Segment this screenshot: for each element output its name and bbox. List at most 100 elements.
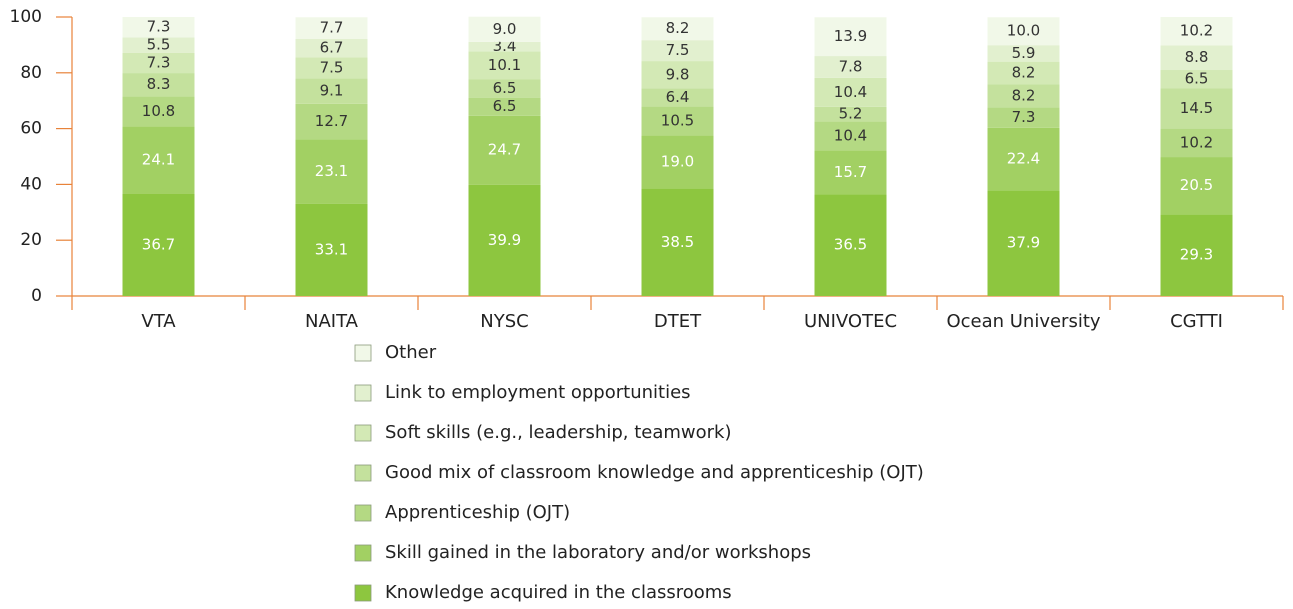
bar-segment [1160,214,1233,296]
data-label: 9.0 [493,20,517,38]
data-label: 10.8 [142,102,175,120]
bar-segment [468,51,541,80]
bar-segment [295,38,368,58]
data-label: 6.7 [320,39,344,57]
bar-segment [641,17,714,41]
legend-swatch [354,544,372,562]
data-label: 8.2 [1012,64,1036,82]
data-label: 39.9 [488,231,521,249]
data-label: 8.3 [147,75,171,93]
data-label: 6.5 [493,97,517,115]
bar-segment [814,106,887,122]
bar-segment [987,127,1060,191]
bar-segment [641,106,714,136]
data-label: 10.4 [834,126,867,144]
bar-segment [295,17,368,39]
bar-segment [641,61,714,89]
bar-segment [122,17,195,38]
bar-segment [468,97,541,116]
data-label: 8.2 [666,19,690,37]
data-label: 6.4 [666,88,690,106]
legend-label: Other [385,342,437,363]
legend-swatch [354,384,372,402]
data-label: 7.7 [320,19,344,37]
data-label: 13.9 [834,27,867,45]
data-label: 7.3 [147,18,171,36]
data-label: 9.1 [320,82,344,100]
bar-segment [122,126,195,194]
data-label: 15.7 [834,163,867,181]
x-tick-label: NYSC [480,311,528,332]
bar-segment [814,150,887,195]
bar-segment [987,107,1060,128]
bar-segment [1160,17,1233,46]
y-tick-label: 0 [31,286,42,306]
legend-swatch [354,464,372,482]
bar-segment [295,57,368,79]
bar-segment [122,193,195,296]
legend-label: Knowledge acquired in the classrooms [385,582,732,603]
bar-segment [987,17,1060,46]
legend-label: Soft skills (e.g., leadership, teamwork) [385,422,732,443]
bar-segment [295,203,368,296]
y-tick-label: 100 [10,7,42,27]
bar-segment [1160,88,1233,129]
data-label: 8.8 [1185,48,1209,66]
x-tick-label: CGTTI [1170,311,1223,332]
bar-segment [641,88,714,107]
data-label: 33.1 [315,240,348,258]
data-label: 37.9 [1007,234,1040,252]
data-label: 10.2 [1180,133,1213,151]
bar-segment [122,52,195,74]
legend-swatch [354,504,372,522]
legend-label: Skill gained in the laboratory and/or wo… [385,542,811,563]
bar-segment [468,16,541,42]
bar-segment [1160,45,1233,71]
bar-segment [987,45,1060,62]
data-label: 10.4 [834,83,867,101]
legend-label: Link to employment opportunities [385,382,691,403]
data-label: 10.1 [488,56,521,74]
data-label: 7.8 [839,57,863,75]
bar-segment [295,139,368,204]
bar-segment [987,61,1060,85]
data-label: 20.5 [1180,176,1213,194]
data-label: 7.3 [147,53,171,71]
data-label: 36.5 [834,236,867,254]
bar-segment [1160,128,1233,158]
bar-segment [814,194,887,296]
legend-swatch [354,344,372,362]
data-label: 36.7 [142,235,175,253]
x-tick-label: NAITA [305,311,359,332]
y-tick-label: 60 [20,119,42,139]
data-label: 5.5 [147,36,171,54]
data-label: 10.0 [1007,22,1040,40]
data-label: 22.4 [1007,150,1040,168]
bar-segment [987,190,1060,296]
data-label: 23.1 [315,162,348,180]
bar-segment [1160,70,1233,89]
data-label: 5.9 [1012,44,1036,62]
data-label: 5.2 [839,105,863,123]
data-label: 24.1 [142,150,175,168]
bar-segment [641,40,714,62]
x-tick-label: VTA [141,311,176,332]
bar-segment [295,103,368,140]
bar-segment [814,77,887,107]
bar-segment [814,121,887,151]
x-tick-label: DTET [654,311,702,332]
bar-segment [468,41,541,52]
data-label: 29.3 [1180,246,1213,264]
bar-segment [1160,157,1233,215]
data-label: 10.5 [661,111,694,129]
bar-segment [641,135,714,189]
bar-segment [468,184,541,296]
x-tick-label: UNIVOTEC [804,311,897,332]
bar-segment [468,115,541,185]
bar-segment [987,84,1060,108]
data-label: 8.2 [1012,86,1036,104]
data-label: 14.5 [1180,99,1213,117]
y-tick-label: 40 [20,174,42,194]
bar-segment [468,79,541,98]
